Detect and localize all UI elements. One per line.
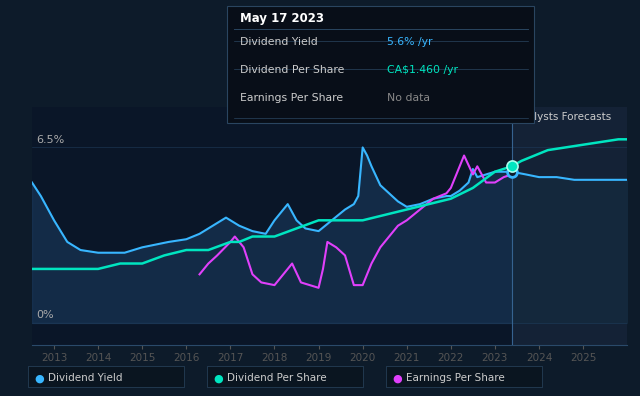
Text: Earnings Per Share: Earnings Per Share xyxy=(406,373,505,383)
Text: 0%: 0% xyxy=(36,310,54,320)
Text: ●: ● xyxy=(392,373,402,383)
Text: Dividend Yield: Dividend Yield xyxy=(240,37,317,47)
Text: Earnings Per Share: Earnings Per Share xyxy=(240,93,343,103)
Text: 5.6% /yr: 5.6% /yr xyxy=(387,37,432,47)
Bar xyxy=(512,107,627,345)
Text: 6.5%: 6.5% xyxy=(36,135,65,145)
Text: CA$1.460 /yr: CA$1.460 /yr xyxy=(387,65,458,75)
Text: Dividend Per Share: Dividend Per Share xyxy=(240,65,344,75)
Text: No data: No data xyxy=(387,93,430,103)
Text: ●: ● xyxy=(213,373,223,383)
Text: Analysts Forecasts: Analysts Forecasts xyxy=(514,112,611,122)
Text: Dividend Yield: Dividend Yield xyxy=(48,373,122,383)
Text: Dividend Per Share: Dividend Per Share xyxy=(227,373,327,383)
Text: May 17 2023: May 17 2023 xyxy=(240,12,324,25)
Text: ●: ● xyxy=(34,373,44,383)
Text: Past: Past xyxy=(484,112,506,122)
